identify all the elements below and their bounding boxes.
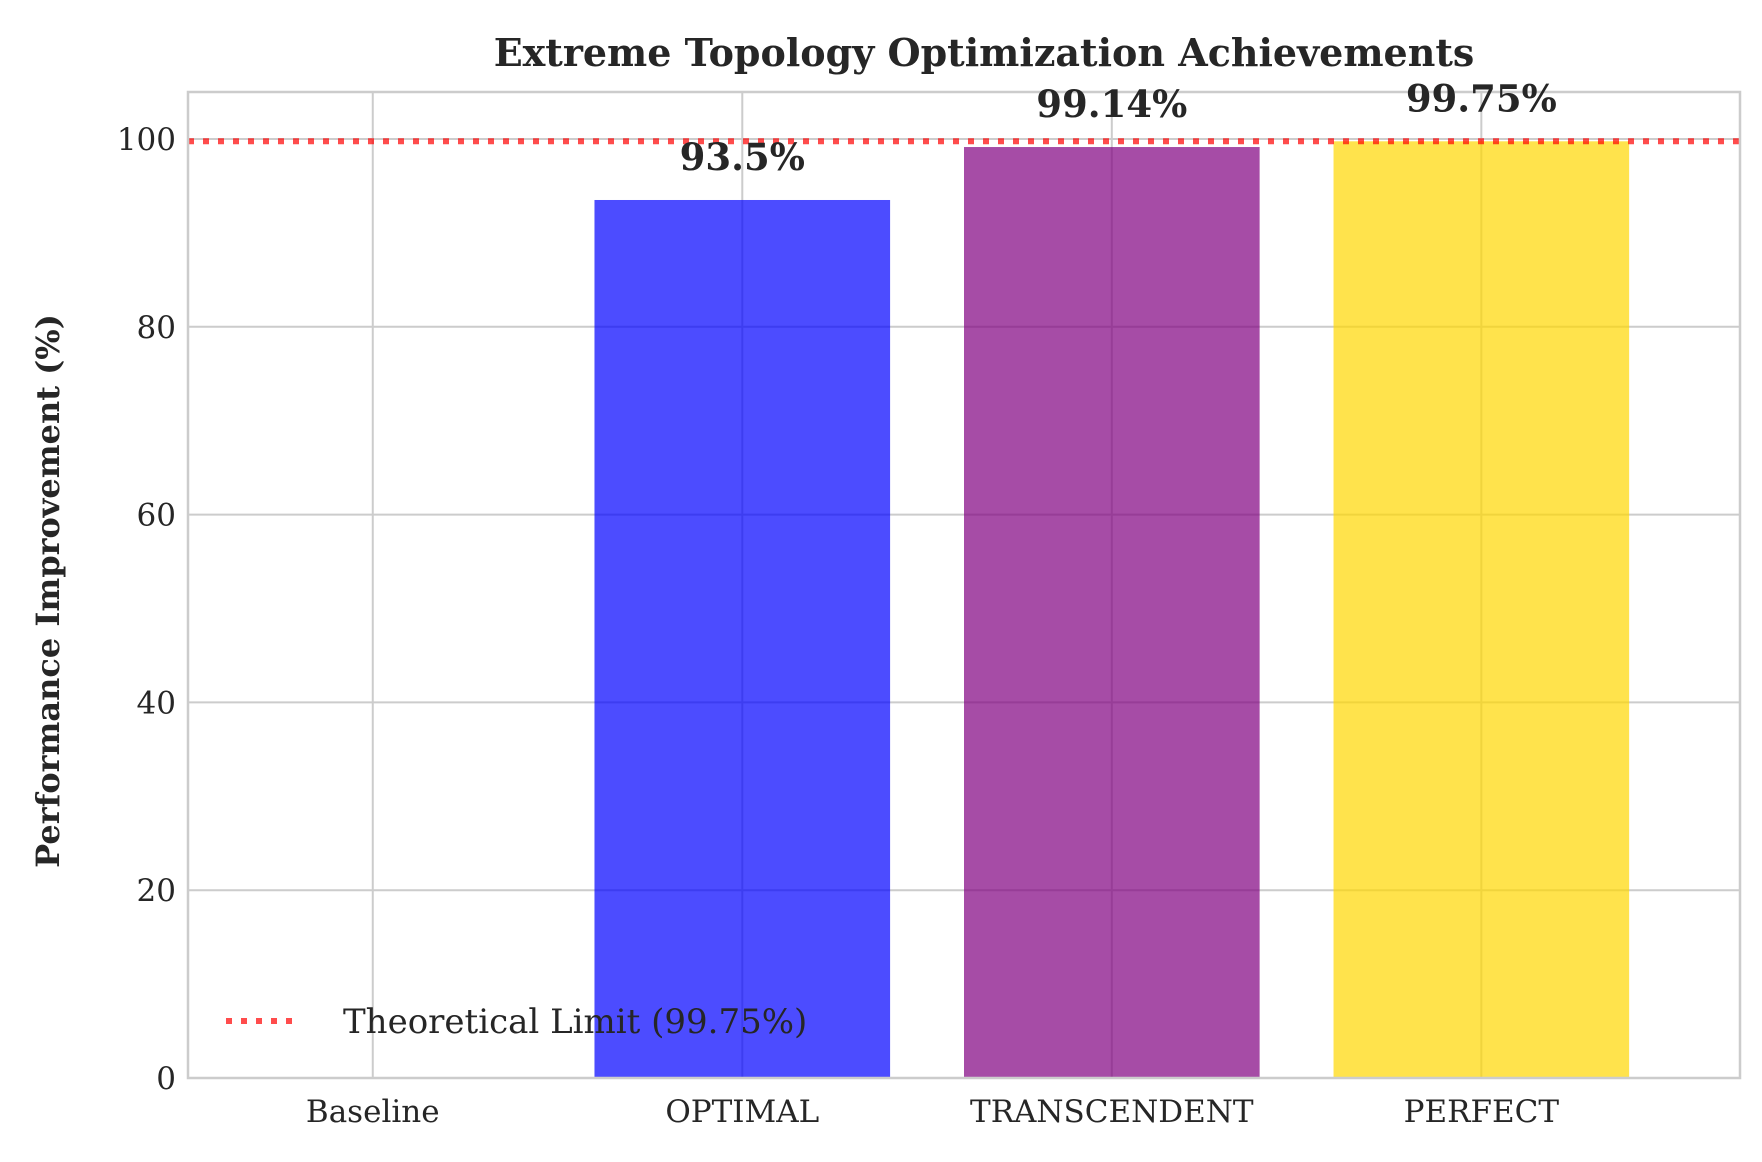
chart-title: Extreme Topology Optimization Achievemen… bbox=[494, 30, 1475, 75]
bar-perfect bbox=[1333, 141, 1630, 1079]
y-tick-label: 100 bbox=[117, 122, 176, 158]
x-tick-label: TRANSCENDENT bbox=[970, 1094, 1254, 1130]
bar-value-label: 99.75% bbox=[1406, 76, 1557, 120]
bar-optimal bbox=[594, 199, 891, 1078]
bars bbox=[594, 141, 1630, 1079]
bar-transcendent bbox=[964, 147, 1260, 1078]
x-tick-label: OPTIMAL bbox=[665, 1094, 819, 1130]
bar-value-label: 99.14% bbox=[1036, 82, 1187, 126]
y-tick-label: 20 bbox=[137, 873, 176, 909]
y-axis-label: Performance Improvement (%) bbox=[29, 314, 67, 868]
y-tick-label: 40 bbox=[137, 685, 176, 721]
plot-border bbox=[186, 90, 1742, 1080]
y-tick-labels: 0 20 40 60 80 100 bbox=[117, 122, 176, 1097]
x-tick-label: PERFECT bbox=[1404, 1094, 1560, 1130]
bar-value-labels: 93.5% 99.14% 99.75% bbox=[680, 76, 1557, 179]
legend-entry-theoretical-limit: Theoretical Limit (99.75%) bbox=[343, 1002, 807, 1042]
y-tick-label: 80 bbox=[137, 310, 176, 346]
legend: Theoretical Limit (99.75%) bbox=[226, 1002, 807, 1042]
plot-frame bbox=[186, 90, 1742, 1080]
y-tick-label: 0 bbox=[156, 1061, 176, 1097]
y-tick-label: 60 bbox=[137, 498, 176, 534]
x-tick-label: Baseline bbox=[306, 1094, 440, 1130]
bar-value-label: 93.5% bbox=[680, 135, 805, 179]
x-tick-labels: Baseline OPTIMAL TRANSCENDENT PERFECT bbox=[306, 1094, 1559, 1130]
